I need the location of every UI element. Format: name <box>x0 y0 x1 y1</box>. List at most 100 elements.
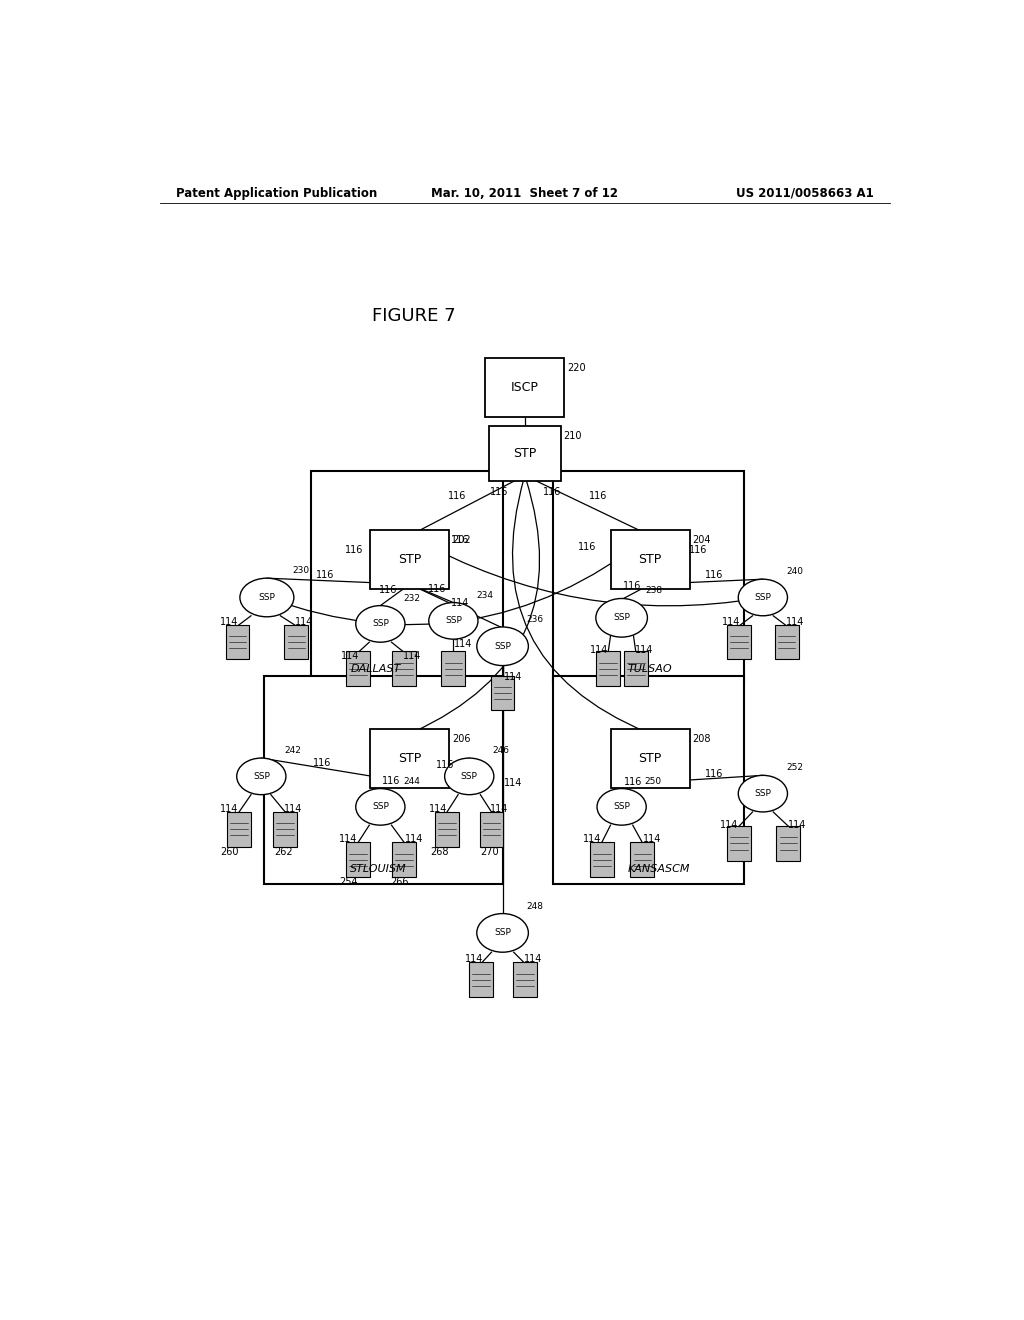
Text: 210: 210 <box>563 430 582 441</box>
FancyBboxPatch shape <box>776 826 800 861</box>
FancyBboxPatch shape <box>624 651 648 686</box>
Text: 114: 114 <box>454 639 472 649</box>
Text: 116: 116 <box>449 491 467 500</box>
Text: 114: 114 <box>220 804 239 814</box>
Text: 116: 116 <box>623 581 641 591</box>
FancyBboxPatch shape <box>727 624 751 660</box>
FancyBboxPatch shape <box>610 729 690 788</box>
Text: 116: 116 <box>345 545 364 554</box>
Ellipse shape <box>444 758 494 795</box>
FancyBboxPatch shape <box>590 842 613 876</box>
Text: TULSAO: TULSAO <box>628 664 673 673</box>
Text: Mar. 10, 2011  Sheet 7 of 12: Mar. 10, 2011 Sheet 7 of 12 <box>431 187 618 199</box>
Text: 114: 114 <box>404 834 423 845</box>
Text: STP: STP <box>398 751 421 764</box>
Text: 114: 114 <box>590 645 608 655</box>
FancyBboxPatch shape <box>346 842 370 876</box>
Text: 232: 232 <box>403 594 421 602</box>
Text: SSP: SSP <box>495 642 511 651</box>
Text: 116: 116 <box>315 570 334 579</box>
Text: 244: 244 <box>403 776 420 785</box>
Ellipse shape <box>477 627 528 665</box>
Text: 206: 206 <box>452 734 470 743</box>
Ellipse shape <box>429 602 478 639</box>
Text: 114: 114 <box>504 779 522 788</box>
Ellipse shape <box>355 606 404 643</box>
Text: STP: STP <box>639 553 662 566</box>
Text: 114: 114 <box>402 652 421 661</box>
Text: US 2011/0058663 A1: US 2011/0058663 A1 <box>736 187 873 199</box>
Text: 114: 114 <box>643 834 660 845</box>
FancyBboxPatch shape <box>273 812 297 846</box>
Text: SSP: SSP <box>495 928 511 937</box>
FancyBboxPatch shape <box>370 531 450 589</box>
FancyBboxPatch shape <box>596 651 620 686</box>
Text: 246: 246 <box>493 746 509 755</box>
FancyBboxPatch shape <box>469 962 494 997</box>
Ellipse shape <box>597 788 646 825</box>
Ellipse shape <box>738 775 787 812</box>
Text: 236: 236 <box>526 615 544 624</box>
Text: 114: 114 <box>295 616 313 627</box>
FancyBboxPatch shape <box>285 624 308 660</box>
Ellipse shape <box>596 598 647 638</box>
Text: 116: 116 <box>379 585 397 595</box>
FancyBboxPatch shape <box>553 676 743 884</box>
Text: SSP: SSP <box>613 803 630 812</box>
FancyBboxPatch shape <box>775 624 799 660</box>
FancyBboxPatch shape <box>479 812 504 846</box>
Text: 252: 252 <box>785 763 803 772</box>
Text: 116: 116 <box>428 585 446 594</box>
FancyBboxPatch shape <box>392 842 416 876</box>
Text: SSP: SSP <box>461 772 477 781</box>
Text: SSP: SSP <box>755 789 771 799</box>
Text: 116: 116 <box>313 758 332 768</box>
FancyBboxPatch shape <box>311 471 503 684</box>
Text: SSP: SSP <box>253 772 269 781</box>
Text: 114: 114 <box>583 834 601 845</box>
Text: STP: STP <box>513 446 537 459</box>
FancyBboxPatch shape <box>346 651 370 686</box>
Text: 268: 268 <box>430 846 449 857</box>
FancyBboxPatch shape <box>225 624 250 660</box>
Ellipse shape <box>237 758 286 795</box>
Text: SSP: SSP <box>372 803 389 812</box>
Text: 114: 114 <box>787 820 806 830</box>
FancyBboxPatch shape <box>513 962 537 997</box>
Ellipse shape <box>355 788 404 825</box>
Text: 116: 116 <box>382 776 400 787</box>
FancyBboxPatch shape <box>392 651 416 686</box>
FancyBboxPatch shape <box>264 676 503 884</box>
Text: 114: 114 <box>786 616 805 627</box>
Text: 240: 240 <box>785 568 803 576</box>
Text: 250: 250 <box>645 776 662 785</box>
Text: 114: 114 <box>504 672 522 681</box>
FancyBboxPatch shape <box>490 676 514 710</box>
Ellipse shape <box>477 913 528 952</box>
Text: 114: 114 <box>465 954 483 965</box>
Text: 204: 204 <box>692 536 711 545</box>
Text: 114: 114 <box>451 598 469 607</box>
FancyBboxPatch shape <box>553 471 743 684</box>
FancyBboxPatch shape <box>435 812 459 846</box>
Text: 114: 114 <box>284 804 302 814</box>
Text: 114: 114 <box>490 804 509 814</box>
Text: 270: 270 <box>480 846 499 857</box>
Text: 260: 260 <box>220 846 239 857</box>
Text: SSP: SSP <box>755 593 771 602</box>
Text: 116: 116 <box>451 535 469 545</box>
Text: 114: 114 <box>339 834 357 845</box>
Text: 238: 238 <box>646 586 663 595</box>
FancyBboxPatch shape <box>485 358 564 417</box>
Text: 114: 114 <box>341 652 359 661</box>
Text: STP: STP <box>639 751 662 764</box>
Text: 116: 116 <box>490 487 509 496</box>
Text: SSP: SSP <box>613 614 630 622</box>
Text: 230: 230 <box>292 566 309 576</box>
Text: 254: 254 <box>339 876 358 887</box>
Ellipse shape <box>240 578 294 616</box>
Text: 114: 114 <box>636 645 653 655</box>
Text: 262: 262 <box>274 846 293 857</box>
FancyBboxPatch shape <box>441 651 465 686</box>
Text: Patent Application Publication: Patent Application Publication <box>176 187 377 199</box>
